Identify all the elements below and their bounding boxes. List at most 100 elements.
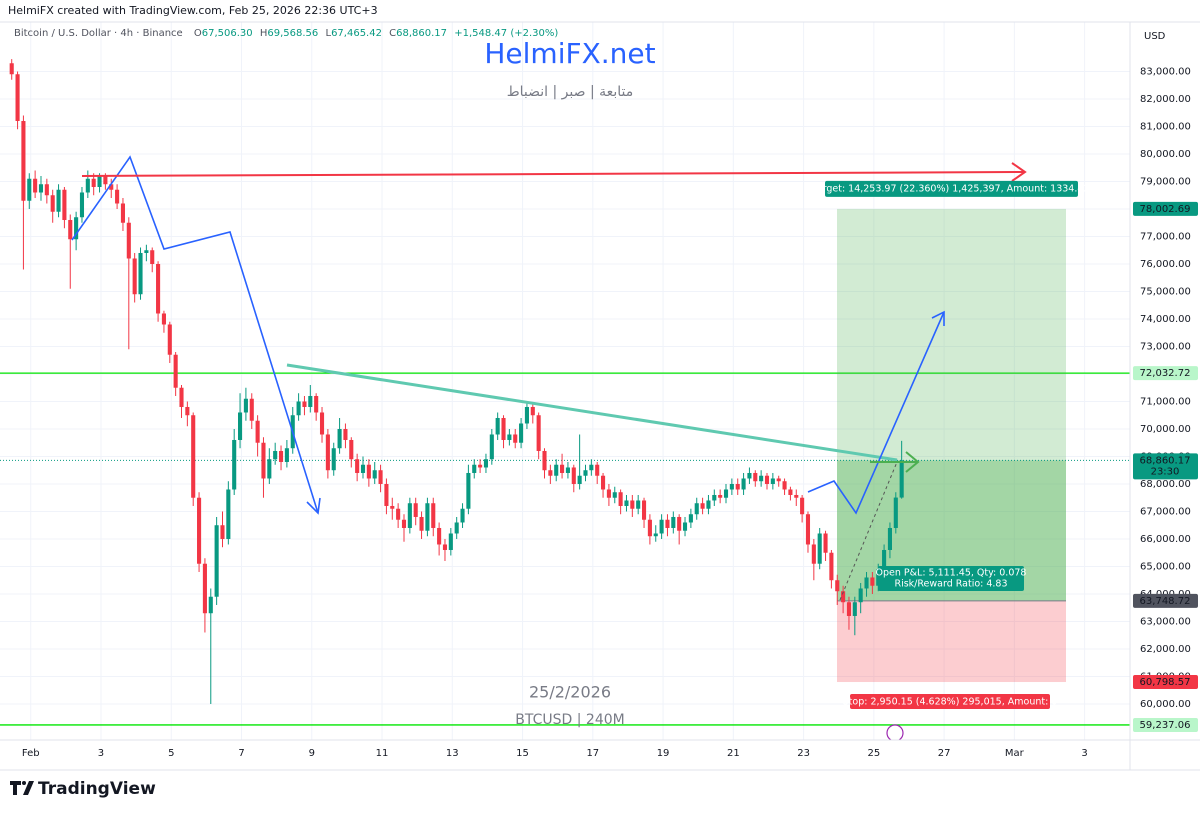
candle-body [776,478,781,482]
position-tool [0,208,1130,683]
candle-body [74,217,79,240]
y-tick-label: 79,000.00 [1140,176,1191,187]
candle-body [841,591,846,603]
candle-body [893,497,898,528]
y-tick-label: 81,000.00 [1140,121,1191,132]
candle-body [706,500,711,509]
candle-body [273,450,278,460]
countdown: 23:30 [1151,466,1180,477]
ohlc-value: 67,465.42 [331,28,382,39]
labels: 60,000.0061,000.0062,000.0063,000.0064,0… [22,66,1198,759]
candle-body [829,552,834,581]
candle-body [483,459,489,468]
candle-body [495,417,500,435]
candle-body [700,503,705,509]
candle-body [226,489,231,539]
trend-line [286,363,898,462]
candle-body [501,417,506,440]
candle-body [407,503,412,528]
last-price-bg [1133,453,1198,480]
header: HelmiFX created with TradingView.com, Fe… [8,4,558,39]
watermark-symbol: BTCUSD | 240M [515,712,624,728]
candle-body [191,415,196,498]
stop-label: Stop: 2,950.15 (4.628%) 295,015, Amount:… [843,697,1058,708]
candle-body [800,497,805,515]
candle-body [782,481,787,490]
ohlc-value: 67,506.30 [202,28,253,39]
last-price-label: 68,860.17 [1140,455,1191,466]
y-tick-label: 73,000.00 [1140,341,1191,352]
candle-body [858,588,863,603]
footer: TradingView [10,779,156,799]
drawings [71,155,1027,742]
x-tick-label: 17 [586,748,599,759]
candle-body [788,489,793,495]
price-label: 78,002.69 [1140,204,1191,215]
candle-body [161,313,166,325]
time-axis [0,740,1130,770]
candle-body [349,439,354,460]
candle-body [659,519,664,534]
candle-body [589,464,594,471]
candle-body [319,412,325,435]
y-tick-label: 80,000.00 [1140,149,1191,160]
y-tick-label: 76,000.00 [1140,259,1191,270]
candle-body [507,434,512,440]
candle-body [606,489,611,498]
y-tick-label: 82,000.00 [1140,94,1191,105]
candle-body [167,324,172,355]
candle-body [296,401,301,416]
path-drawing [71,155,319,514]
candle-body [624,500,629,506]
arrow-head [1011,162,1027,182]
candle-body [601,475,606,490]
candle-body [694,503,699,515]
candle-body [478,464,483,468]
x-tick-label: 15 [516,748,529,759]
candle-body [489,434,494,460]
ohlc-key: L [325,28,331,39]
watermark-date: 25/2/2026 [529,683,611,702]
candle-body [50,195,55,212]
y-tick-label: 67,000.00 [1140,506,1191,517]
candle-body [723,489,729,498]
candle-body [85,178,90,193]
candle-body [448,533,453,550]
x-tick-label: 13 [446,748,459,759]
candle-body [595,464,600,476]
candle-body [442,544,448,550]
y-tick-label: 75,000.00 [1140,286,1191,297]
candle-body [38,184,44,193]
candle-body [243,398,248,413]
x-tick-label: 9 [309,748,315,759]
candle-body [284,448,289,462]
footer-brand[interactable]: TradingView [38,779,156,799]
y-tick-label: 66,000.00 [1140,534,1191,545]
target-label-bg [825,180,1078,197]
candle-body [454,522,459,534]
x-tick-label: 25 [867,748,880,759]
candle-body [9,63,14,75]
candle-body [864,577,869,589]
x-tick-label: 21 [727,748,740,759]
x-tick-label: 5 [168,748,174,759]
candle-body [366,464,371,479]
candle-body [109,184,114,190]
price-label-bg [1133,675,1198,690]
candle-body [331,448,336,471]
candle-body [759,475,764,482]
candle-body [846,602,852,616]
candle-body [337,428,342,449]
candle-body [138,252,143,295]
path-drawing [807,311,945,515]
pnl-label: Open P&L: 5,111.45, Qty: 0.078 [876,568,1027,579]
x-tick-label: 23 [797,748,810,759]
candle-body [419,516,424,531]
event-icon[interactable] [886,724,904,742]
candle-body [577,475,582,484]
candle-body [718,494,723,498]
x-tick-label: Feb [22,748,40,759]
candle-body [126,222,131,259]
